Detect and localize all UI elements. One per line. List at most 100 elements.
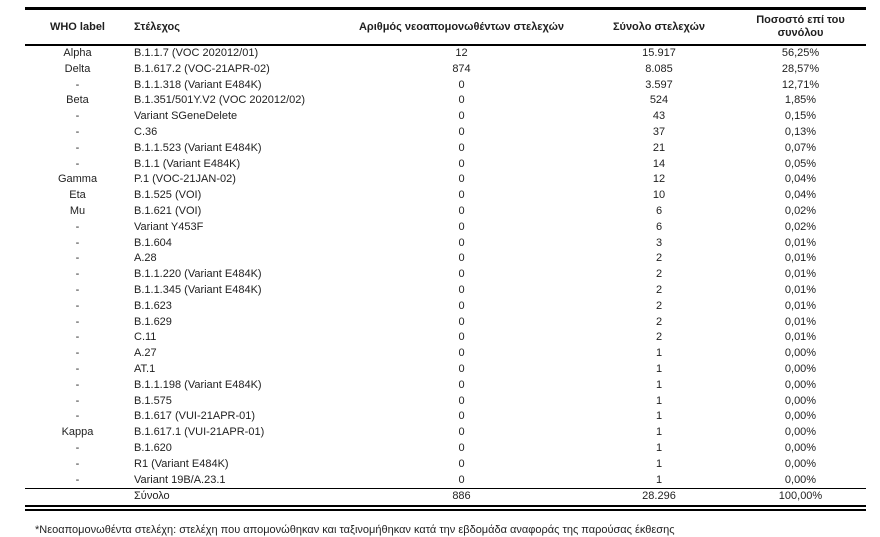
- total-label: Σύνολο: [130, 488, 340, 512]
- strain-cell: C.36: [134, 125, 158, 138]
- percentage-cell: 0,00%: [784, 426, 817, 439]
- who-label-cell: -: [75, 78, 80, 91]
- percentage-cell: 28,57%: [781, 62, 820, 75]
- percentage-cell: 0,02%: [784, 220, 817, 233]
- who-label-cell: -: [75, 141, 80, 154]
- table-row: - AT.1 0 1 0,00%: [25, 362, 866, 378]
- col-header-strain: Στέλεχος: [130, 7, 340, 46]
- strain-cell: B.1.1 (Variant E484K): [134, 157, 241, 170]
- strain-cell: B.1.1.198 (Variant E484K): [134, 378, 262, 391]
- strain-cell: B.1.604: [134, 236, 172, 249]
- new-isolates-cell: 12: [455, 47, 468, 59]
- total-new-isolates: 886: [340, 488, 583, 512]
- variants-table: WHO label Στέλεχος Αριθμός νεοαπομονωθέν…: [25, 7, 866, 512]
- who-label-cell: Beta: [66, 94, 89, 107]
- percentage-cell: 0,00%: [784, 457, 817, 470]
- strain-cell: Variant 19B/A.23.1: [134, 473, 226, 486]
- strain-cell: B.1.620: [134, 441, 172, 454]
- table-row: - Variant 19B/A.23.1 0 1 0,00%: [25, 473, 866, 489]
- strain-cell: B.1.1.7 (VOC 202012/01): [134, 47, 259, 59]
- percentage-cell: 12,71%: [781, 78, 820, 91]
- percentage-cell: 0,01%: [784, 268, 817, 281]
- total-strains-cell: 3: [655, 236, 663, 249]
- total-who-cell: [25, 488, 130, 512]
- percentage-cell: 0,04%: [784, 173, 817, 186]
- table-row: - B.1.1.345 (Variant E484K) 0 2 0,01%: [25, 283, 866, 299]
- table-row: Delta B.1.617.2 (VOC-21APR-02) 874 8.085…: [25, 62, 866, 78]
- total-strains-cell: 2: [655, 299, 663, 312]
- percentage-cell: 0,01%: [784, 315, 817, 328]
- table-header: WHO label Στέλεχος Αριθμός νεοαπομονωθέν…: [25, 7, 866, 46]
- new-isolates-cell: 0: [458, 157, 465, 170]
- table-row: Eta B.1.525 (VOI) 0 10 0,04%: [25, 188, 866, 204]
- who-label-cell: Gamma: [57, 173, 98, 186]
- total-strains-cell: 6: [655, 220, 663, 233]
- who-label-cell: -: [75, 157, 80, 170]
- strain-cell: P.1 (VOC-21JAN-02): [134, 173, 236, 186]
- total-strains-cell: 43: [652, 110, 666, 123]
- who-label-cell: Mu: [69, 204, 86, 217]
- strain-cell: B.1.617.1 (VUI-21APR-01): [134, 426, 265, 439]
- who-label-cell: -: [75, 410, 80, 423]
- new-isolates-cell: 0: [458, 236, 465, 249]
- table-row: - A.27 0 1 0,00%: [25, 346, 866, 362]
- total-strains-cell: 2: [655, 252, 663, 265]
- strain-cell: AT.1: [134, 362, 156, 375]
- percentage-cell: 0,01%: [784, 299, 817, 312]
- new-isolates-cell: 0: [458, 252, 465, 265]
- percentage-cell: 0,15%: [784, 110, 817, 123]
- who-label-cell: Alpha: [63, 47, 92, 59]
- strain-cell: B.1.525 (VOI): [134, 189, 202, 202]
- table-row: - A.28 0 2 0,01%: [25, 251, 866, 267]
- percentage-cell: 56,25%: [781, 47, 820, 59]
- new-isolates-cell: 0: [458, 347, 465, 360]
- strain-cell: Variant SGeneDelete: [134, 110, 238, 123]
- new-isolates-cell: 0: [458, 441, 465, 454]
- new-isolates-cell: 0: [458, 78, 465, 91]
- who-label-cell: Kappa: [61, 426, 94, 439]
- table-row: - B.1.604 0 3 0,01%: [25, 236, 866, 252]
- percentage-cell: 0,00%: [784, 347, 817, 360]
- strain-cell: A.27: [134, 347, 157, 360]
- total-strains-cell: 15.917: [642, 47, 676, 59]
- new-isolates-cell: 0: [458, 362, 465, 375]
- strain-cell: B.1.617 (VUI-21APR-01): [134, 410, 256, 423]
- new-isolates-cell: 874: [452, 62, 471, 75]
- who-label-cell: -: [75, 252, 80, 265]
- col-header-who-label: WHO label: [25, 7, 130, 46]
- who-label-cell: -: [75, 299, 80, 312]
- percentage-cell: 0,07%: [784, 141, 817, 154]
- total-strains-cell: 1: [655, 426, 663, 439]
- table-row: - B.1.1 (Variant E484K) 0 14 0,05%: [25, 157, 866, 173]
- new-isolates-cell: 0: [458, 110, 465, 123]
- new-isolates-cell: 0: [458, 331, 465, 344]
- total-strains-cell: 1: [655, 441, 663, 454]
- total-strains-cell: 3.597: [645, 78, 673, 91]
- percentage-cell: 0,04%: [784, 189, 817, 202]
- table-body: Alpha B.1.1.7 (VOC 202012/01) 12 15.917 …: [25, 45, 866, 489]
- total-strains: 28.296: [583, 488, 735, 512]
- total-strains-cell: 10: [652, 189, 666, 202]
- strain-cell: R1 (Variant E484K): [134, 457, 229, 470]
- strain-cell: B.1.575: [134, 394, 172, 407]
- who-label-cell: -: [75, 394, 80, 407]
- total-strains-cell: 2: [655, 283, 663, 296]
- strain-cell: B.1.1.318 (Variant E484K): [134, 78, 262, 91]
- table-row: - B.1.575 0 1 0,00%: [25, 394, 866, 410]
- new-isolates-cell: 0: [458, 141, 465, 154]
- total-strains-cell: 14: [652, 157, 666, 170]
- who-label-cell: -: [75, 441, 80, 454]
- table-row: Kappa B.1.617.1 (VUI-21APR-01) 0 1 0,00%: [25, 425, 866, 441]
- table-row: Alpha B.1.1.7 (VOC 202012/01) 12 15.917 …: [25, 45, 866, 62]
- table-row: - B.1.623 0 2 0,01%: [25, 299, 866, 315]
- who-label-cell: -: [75, 473, 80, 486]
- percentage-cell: 0,00%: [784, 441, 817, 454]
- percentage-cell: 0,00%: [784, 378, 817, 391]
- who-label-cell: -: [75, 110, 80, 123]
- strain-cell: B.1.1.220 (Variant E484K): [134, 268, 262, 281]
- who-label-cell: -: [75, 283, 80, 296]
- who-label-cell: -: [75, 268, 80, 281]
- total-strains-cell: 1: [655, 394, 663, 407]
- percentage-cell: 0,13%: [784, 125, 817, 138]
- new-isolates-cell: 0: [458, 125, 465, 138]
